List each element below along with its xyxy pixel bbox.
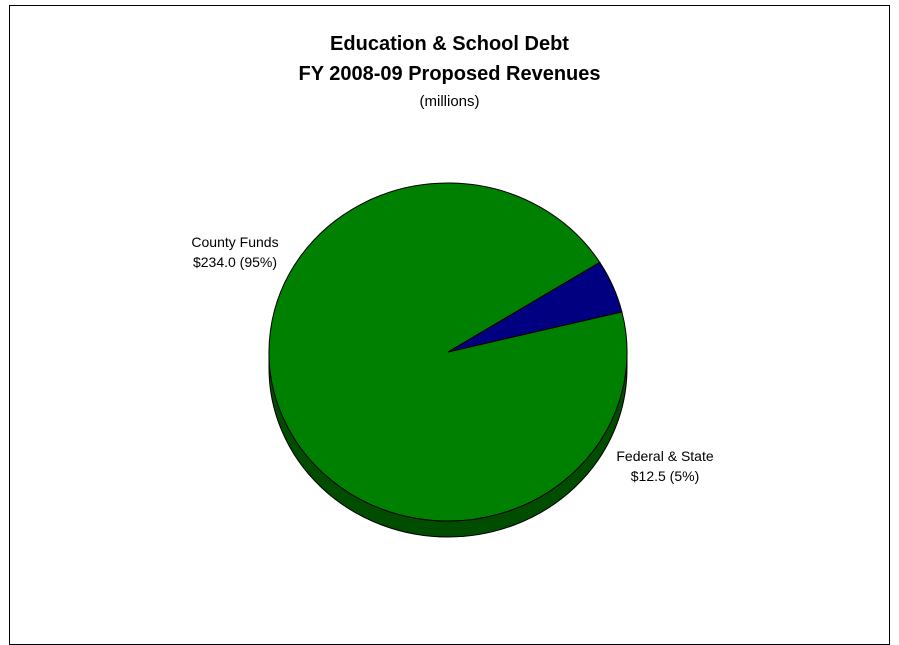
slice-value-county-funds: $234.0 (95%) bbox=[192, 254, 278, 270]
chart-units: (millions) bbox=[419, 93, 480, 110]
slice-label-county-funds: County Funds $234.0 (95%) bbox=[170, 232, 300, 272]
pie-chart bbox=[268, 182, 628, 538]
slice-name-federal-state: Federal & State bbox=[616, 448, 714, 464]
chart-subtitle: FY 2008-09 Proposed Revenues bbox=[298, 63, 601, 85]
slice-name-county-funds: County Funds bbox=[191, 234, 279, 250]
chart-title: Education & School Debt bbox=[330, 33, 569, 55]
pie-slice-federal-state bbox=[447, 261, 623, 353]
slice-label-federal-state: Federal & State $12.5 (5%) bbox=[600, 446, 730, 486]
slice-value-federal-state: $12.5 (5%) bbox=[630, 468, 700, 484]
